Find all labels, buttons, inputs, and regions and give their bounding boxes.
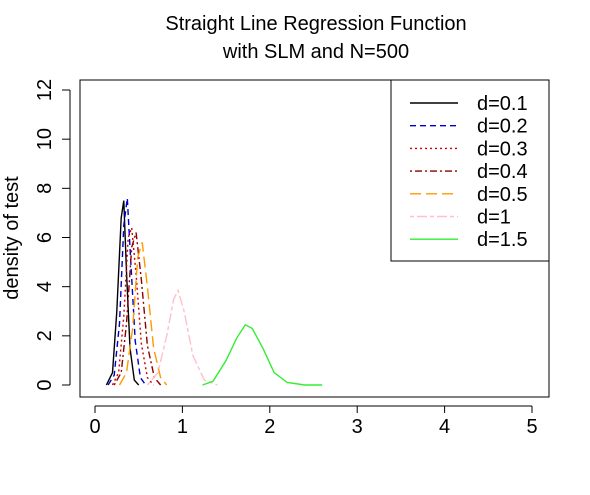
legend: d=0.1d=0.2d=0.3d=0.4d=0.5d=1d=1.5 <box>390 79 550 262</box>
x-tick-label: 0 <box>89 416 100 438</box>
series-line-d-0-1 <box>105 200 140 386</box>
x-tick-label: 1 <box>177 416 188 438</box>
y-tick-label: 6 <box>34 232 56 243</box>
legend-entry-label: d=0.4 <box>477 161 528 183</box>
x-tick-label: 5 <box>526 416 537 438</box>
series-line-d-0-3 <box>111 227 155 386</box>
y-axis-label: density of test <box>1 176 23 300</box>
legend-entry-label: d=1.5 <box>477 229 528 251</box>
y-tick-label: 10 <box>34 128 56 150</box>
x-tick-label: 2 <box>264 416 275 438</box>
y-tick-label: 8 <box>34 183 56 194</box>
y-tick-label: 2 <box>34 330 56 341</box>
x-axis: 0 1 2 3 4 5 <box>89 405 538 438</box>
series-line-d-0-5 <box>118 242 168 386</box>
y-tick-label: 0 <box>34 379 56 390</box>
series-line-d-1-5 <box>202 323 323 386</box>
series-line-d-1 <box>146 288 218 386</box>
chart-title-line-1: Straight Line Regression Function <box>165 13 466 35</box>
chart-title-line-2: with SLM and N=500 <box>222 41 409 63</box>
y-tick-label: 4 <box>34 281 56 292</box>
legend-entry-label: d=1 <box>477 207 511 229</box>
x-tick-label: 4 <box>439 416 450 438</box>
legend-entry-label: d=0.2 <box>477 116 528 138</box>
series-line-d-0-4 <box>113 232 162 386</box>
series-layer <box>105 198 323 386</box>
y-tick-label: 12 <box>34 79 56 101</box>
legend-entry-label: d=0.1 <box>477 93 528 115</box>
legend-entry-label: d=0.3 <box>477 138 528 160</box>
legend-entry-label: d=0.5 <box>477 184 528 206</box>
x-tick-label: 3 <box>352 416 363 438</box>
y-axis: 0 2 4 6 8 10 12 <box>34 79 71 391</box>
